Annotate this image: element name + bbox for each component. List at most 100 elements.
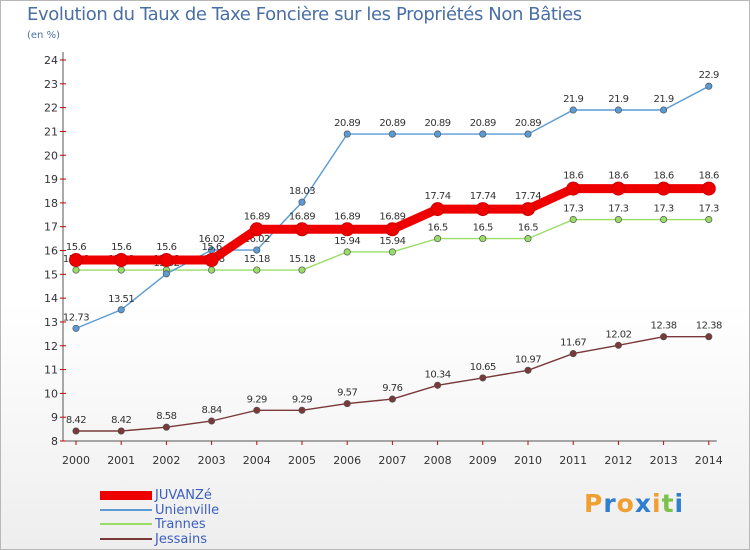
y-tick-label: 13 xyxy=(44,316,58,329)
legend-swatch xyxy=(100,523,152,525)
data-label: 16.89 xyxy=(334,211,360,222)
data-label: 22.9 xyxy=(699,70,719,81)
data-point xyxy=(434,235,442,243)
data-label: 17.3 xyxy=(563,204,583,215)
series-juvanz: 15.6 15.6 15.6 15.6 16.89 16.89 16.89 16.89 17.7… xyxy=(66,171,720,268)
data-point xyxy=(705,82,713,90)
data-label: 15.94 xyxy=(334,236,360,247)
x-tick-label: 2011 xyxy=(559,454,587,467)
data-label: 18.6 xyxy=(563,171,583,182)
y-tick-label: 17 xyxy=(44,221,58,234)
x-tick-label: 2002 xyxy=(152,454,180,467)
data-point xyxy=(521,202,535,217)
data-point xyxy=(701,181,716,196)
data-point xyxy=(162,423,170,431)
y-tick-label: 18 xyxy=(44,197,58,210)
logo-letter: P xyxy=(584,489,604,518)
proxiti-logo: Proxiti xyxy=(584,489,684,518)
data-label: 17.74 xyxy=(515,191,541,202)
data-label: 15.6 xyxy=(156,242,176,253)
data-point xyxy=(72,427,80,435)
data-point xyxy=(114,253,129,268)
data-label: 8.42 xyxy=(111,415,131,426)
data-point xyxy=(343,130,351,138)
data-point xyxy=(253,266,261,274)
data-point xyxy=(343,248,351,256)
logo-letter: o xyxy=(616,489,635,518)
x-tick-label: 2014 xyxy=(695,454,723,467)
data-point xyxy=(566,181,581,196)
y-tick-label: 23 xyxy=(44,78,58,91)
data-point xyxy=(117,306,125,314)
y-axis-unit: (en %) xyxy=(27,30,60,41)
data-point xyxy=(343,400,351,408)
x-tick-label: 2000 xyxy=(62,454,90,467)
data-point xyxy=(569,350,577,358)
data-point xyxy=(298,198,306,206)
data-label: 16.02 xyxy=(199,234,225,245)
data-point xyxy=(204,253,219,268)
data-label: 8.42 xyxy=(66,415,86,426)
data-point xyxy=(705,215,713,224)
logo-letter: t xyxy=(661,489,675,518)
data-label: 16.02 xyxy=(244,234,270,245)
legend-label: Unienville xyxy=(155,502,220,518)
data-point xyxy=(162,270,170,278)
y-tick-label: 14 xyxy=(44,292,58,305)
y-tick-label: 9 xyxy=(51,411,58,424)
data-point xyxy=(295,222,309,237)
data-label: 18.6 xyxy=(608,171,628,182)
y-tick-label: 11 xyxy=(44,364,58,377)
data-label: 17.74 xyxy=(425,191,451,202)
data-point xyxy=(72,324,80,332)
data-label: 17.3 xyxy=(699,204,719,215)
data-point xyxy=(434,381,442,389)
data-label: 20.89 xyxy=(470,118,496,129)
x-tick-label: 2001 xyxy=(107,454,135,467)
legend-swatch xyxy=(100,537,152,540)
series-unienville: 12.7313.5115.0216.0216.0218.0320.8920.89… xyxy=(63,70,720,332)
data-label: 21.9 xyxy=(608,94,628,105)
y-tick-label: 21 xyxy=(44,125,58,138)
data-label: 13.51 xyxy=(108,294,134,305)
y-tick-label: 15 xyxy=(44,268,58,281)
data-point xyxy=(253,406,261,414)
y-tick-label: 10 xyxy=(44,387,58,400)
data-label: 16.89 xyxy=(379,211,405,222)
x-tick-label: 2013 xyxy=(650,454,678,467)
y-tick-label: 19 xyxy=(44,173,58,186)
data-point xyxy=(569,106,577,114)
x-tick-label: 2012 xyxy=(604,454,632,467)
logo-letter: i xyxy=(652,489,662,518)
y-tick-label: 16 xyxy=(44,245,58,258)
data-point xyxy=(208,417,216,425)
data-point xyxy=(614,341,622,349)
data-label: 21.9 xyxy=(653,94,673,105)
data-point xyxy=(249,222,264,237)
data-point xyxy=(614,106,622,114)
data-point xyxy=(705,333,713,341)
logo-letter: i xyxy=(674,489,685,518)
data-label: 15.18 xyxy=(244,254,270,265)
data-label: 15.94 xyxy=(379,236,405,247)
data-point xyxy=(475,202,490,217)
data-label: 20.89 xyxy=(379,118,405,129)
data-label: 17.3 xyxy=(653,204,673,215)
data-label: 15.18 xyxy=(289,254,315,265)
data-point xyxy=(117,266,125,274)
data-label: 17.3 xyxy=(608,204,628,215)
logo-letter: r xyxy=(603,489,617,518)
legend-label: JUVANZé xyxy=(155,488,212,503)
y-tick-label: 20 xyxy=(44,149,58,162)
data-label: 20.89 xyxy=(334,118,360,129)
data-label: 18.03 xyxy=(289,186,315,197)
data-point xyxy=(298,266,306,274)
data-label: 8.84 xyxy=(201,405,221,416)
data-label: 12.38 xyxy=(651,321,677,332)
data-label: 11.67 xyxy=(560,338,586,349)
y-tick-label: 12 xyxy=(44,340,58,353)
x-tick-label: 2009 xyxy=(469,454,497,467)
data-point xyxy=(524,366,532,374)
data-label: 9.57 xyxy=(337,388,357,399)
